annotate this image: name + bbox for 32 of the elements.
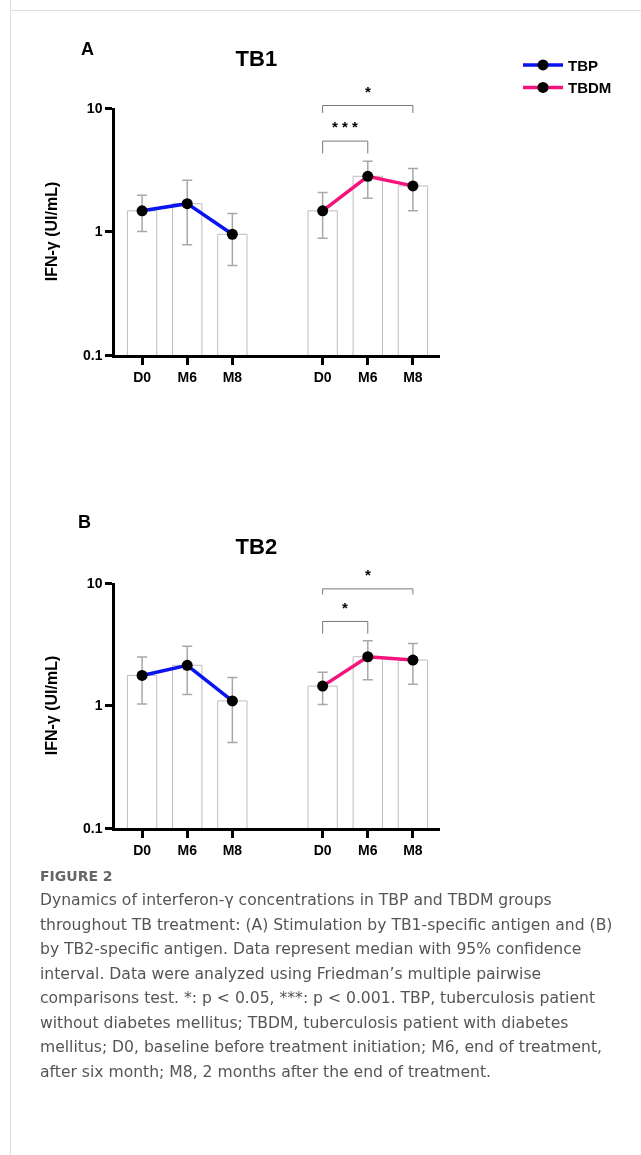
y-tick-label: 10	[86, 574, 103, 591]
x-tick-label: M8	[222, 841, 243, 858]
x-tick-label: M6	[358, 368, 378, 385]
x-tick-label: M6	[177, 841, 198, 858]
caption: FIGURE 2	[40, 868, 114, 884]
y-tick-label: 1	[94, 697, 103, 714]
annotation: * * *	[332, 118, 359, 135]
x-tick-label: D0	[313, 368, 332, 385]
y-tick-label: 0.1	[82, 346, 103, 363]
y-tick-label: 0.1	[82, 819, 103, 836]
annotation: *	[365, 566, 371, 583]
annotation: *	[342, 599, 348, 616]
x-tick-label: M8	[222, 368, 243, 385]
y-axis-title: IFN-γ (UI/mL)	[42, 181, 60, 282]
x-tick-label: M8	[403, 841, 423, 858]
chart-title: TB1	[235, 45, 278, 71]
x-tick-label: D0	[133, 841, 152, 858]
y-axis-title: IFN-γ (UI/mL)	[42, 655, 60, 756]
y-tick-label: 10	[86, 99, 103, 116]
text: *	[365, 83, 371, 100]
text: Dynamics of interferon-γ concentrations in TBP and TBDM groups throughout TB treatment: (A) Stimulation by TB1-specific antigen and (B) by TB2-specific antigen. Data represent median with 95% confidence interval. Data were analyzed using Friedman’s multiple pairwise comparisons test. *: p < 0.05, ***: p < 0.001. TBP, tuberculosis patient without diabetes mellitus; TBDM, tuberculosis patient with diabetes mellitus; D0, baseline before treatment initiation; M6, end of treatment, after six month; M8, 2 months after the end of treatment.	[40, 890, 614, 1083]
x-tick-label: M6	[177, 368, 198, 385]
x-tick-label: M8	[403, 368, 423, 385]
x-tick-label: M6	[358, 841, 378, 858]
x-tick-label: D0	[133, 368, 152, 385]
text: B	[78, 512, 91, 532]
legend-label: TBDM	[568, 79, 612, 97]
legend-label: TBP	[568, 56, 598, 74]
y-tick-label: 1	[94, 223, 103, 240]
text: A	[81, 39, 94, 59]
x-tick-label: D0	[313, 841, 332, 858]
chart-title: TB2	[235, 533, 278, 559]
